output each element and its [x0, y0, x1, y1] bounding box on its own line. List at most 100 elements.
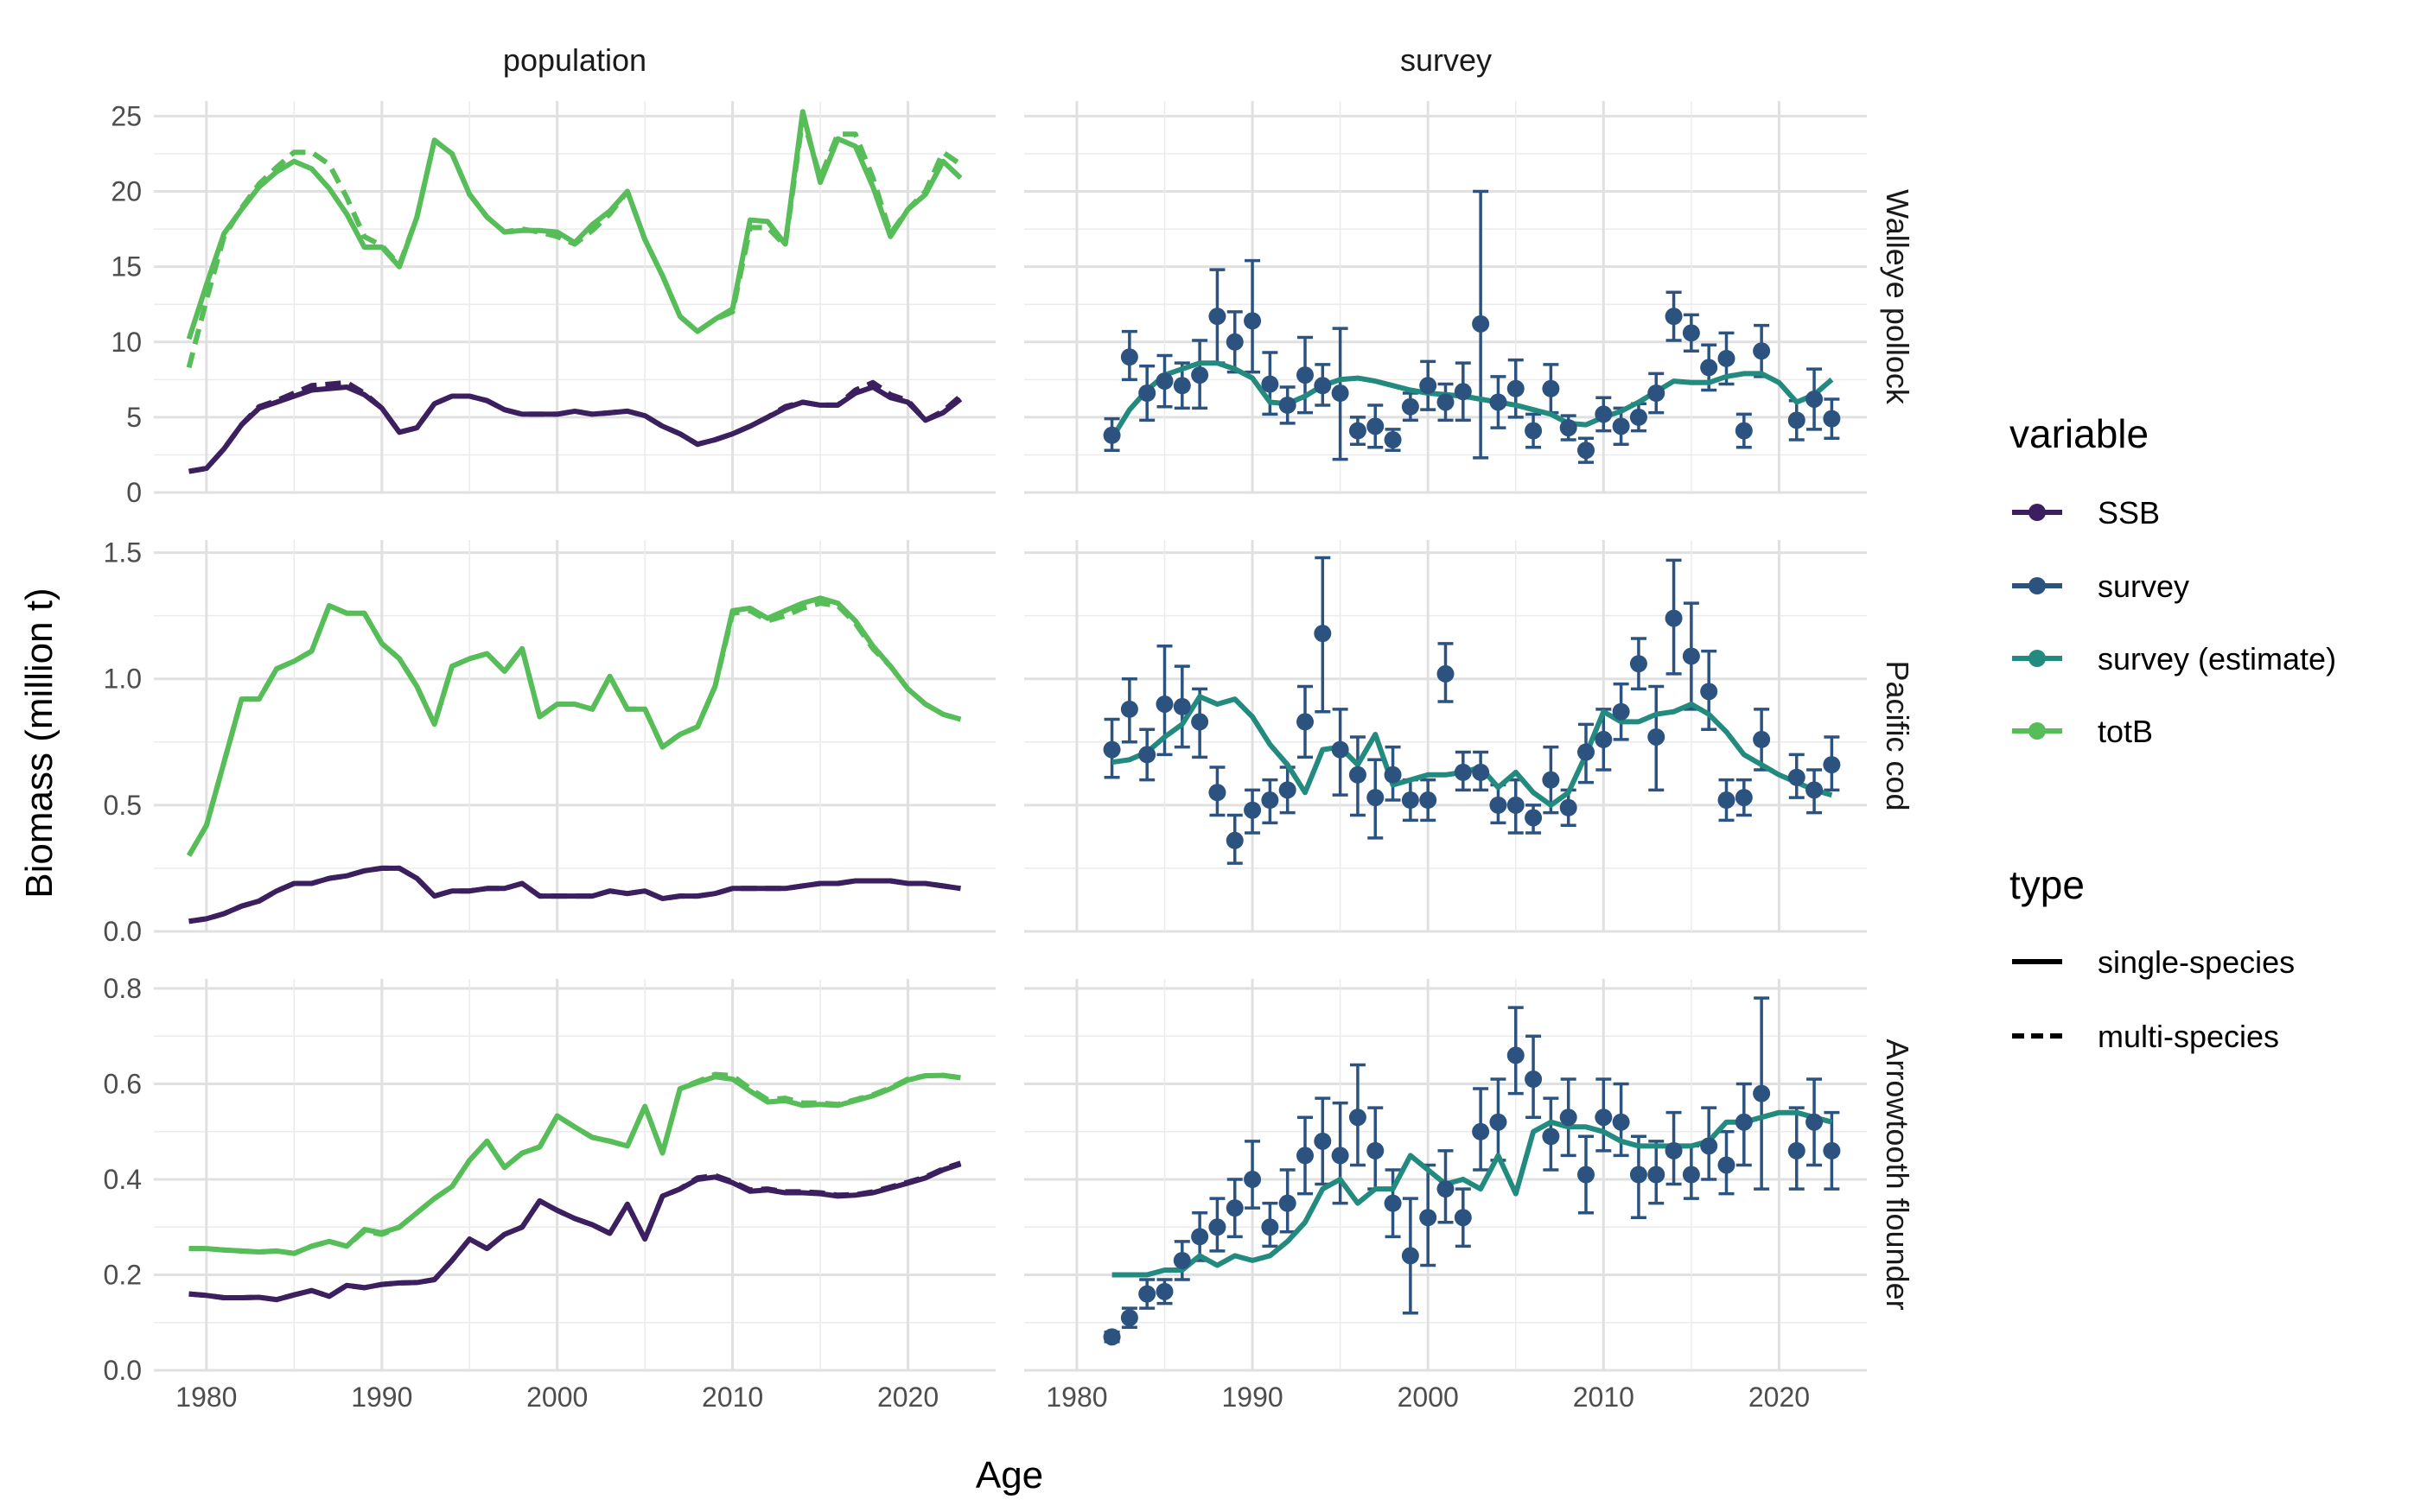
survey-point: [1401, 1247, 1419, 1265]
survey-point: [1244, 801, 1262, 819]
survey-point: [1682, 324, 1700, 342]
legend-item-single-species: single-species: [2012, 944, 2295, 980]
survey-point: [1506, 379, 1525, 397]
panel-walleye-pollock-population: 0 5 10 15 20 25: [111, 100, 996, 508]
survey-point: [1823, 756, 1841, 774]
survey-point: [1489, 393, 1507, 411]
survey-point: [1156, 1282, 1174, 1300]
legend: variable type SSB survey survey (estimate)…: [2009, 411, 2336, 1054]
survey-point: [1138, 746, 1156, 764]
survey-point: [1261, 375, 1279, 393]
survey-point: [1542, 1128, 1560, 1146]
grid: [1024, 540, 1867, 933]
y-tick-label: 0: [126, 477, 142, 508]
y-tick-label: 0.6: [104, 1069, 142, 1100]
survey-point: [1665, 308, 1683, 326]
legend-item-ssb: SSB: [2012, 495, 2160, 530]
y-tick-label: 1.5: [104, 537, 142, 569]
y-tick-label: 15: [111, 251, 142, 283]
panel-walleye-pollock-survey: [1024, 101, 1867, 494]
survey-point: [1665, 1141, 1683, 1159]
legend-item-totb: totB: [2012, 714, 2153, 749]
survey-point: [1753, 730, 1771, 748]
survey-point: [1805, 781, 1824, 799]
survey-point: [1612, 702, 1630, 721]
series-ssb-multi-species: [188, 1160, 962, 1303]
survey-point: [1787, 411, 1805, 429]
survey-point: [1419, 1209, 1437, 1227]
survey-point: [1559, 1109, 1577, 1127]
survey-point: [1577, 743, 1595, 761]
survey-point: [1629, 655, 1647, 673]
y-tick-label: 0.8: [104, 973, 142, 1004]
survey-point: [1331, 384, 1349, 403]
survey-point: [1717, 349, 1735, 367]
legend-label: survey (estimate): [2098, 641, 2336, 677]
legend-key-point: [2028, 577, 2046, 594]
survey-point: [1244, 312, 1262, 330]
labels-layer: population survey Age Biomass (million t…: [18, 42, 1492, 1496]
survey-point: [1208, 308, 1226, 326]
survey-point: [1489, 796, 1507, 814]
x-tick-label: 1990: [351, 1382, 412, 1413]
survey-point: [1156, 695, 1174, 713]
legend-item-multi-species: multi-species: [2012, 1019, 2279, 1054]
grid: [154, 540, 996, 933]
survey-point: [1612, 417, 1630, 435]
survey-point: [1156, 372, 1174, 391]
series-totb-single-species: [187, 595, 962, 857]
series-ssb-multi-species: [188, 379, 963, 474]
legend-title-type: type: [2009, 862, 2085, 907]
survey-point: [1753, 342, 1771, 360]
survey-point: [1384, 431, 1402, 449]
series-totb-multi-species: [187, 600, 962, 857]
survey-point: [1717, 791, 1735, 810]
survey-point: [1559, 419, 1577, 437]
panel-pacific-cod-population: 0.0 0.5 1.0 1.5: [104, 537, 996, 947]
survey-point: [1120, 700, 1138, 718]
survey-point: [1208, 1218, 1226, 1236]
survey-point: [1384, 1194, 1402, 1212]
survey-point: [1173, 1251, 1191, 1269]
y-tick-label: 0.0: [104, 1355, 142, 1386]
survey-point: [1559, 798, 1577, 816]
series-ssb-single-species: [188, 1161, 962, 1303]
survey-point: [1173, 697, 1191, 715]
survey-point: [1278, 396, 1296, 414]
survey-point: [1472, 314, 1490, 333]
survey-point: [1173, 377, 1191, 395]
survey-point: [1103, 426, 1121, 444]
survey-point: [1595, 1109, 1613, 1127]
legend-label: totB: [2098, 714, 2153, 749]
survey-point: [1208, 784, 1226, 802]
survey-point: [1595, 405, 1613, 423]
survey-point: [1226, 1199, 1244, 1217]
survey-point: [1436, 1180, 1455, 1198]
survey-point: [1525, 422, 1543, 440]
survey-point: [1314, 625, 1332, 643]
y-tick-label: 10: [111, 327, 142, 358]
panels-layer: 0 5 10 15 20 25 Walleye pollock 0.0 0.5 1.0 1.5 Pac…: [104, 100, 1915, 1413]
survey-point: [1717, 1156, 1735, 1174]
survey-point: [1261, 1218, 1279, 1236]
survey-point: [1753, 1084, 1771, 1102]
legend-label: survey: [2098, 569, 2189, 604]
y-axis-title: Biomass (million t): [18, 588, 60, 898]
survey-point: [1138, 1285, 1156, 1303]
strip-label-walleye-pollock: Walleye pollock: [1880, 189, 1915, 405]
y-tick-label: 5: [126, 402, 142, 433]
survey-point: [1472, 763, 1490, 781]
y-tick-label: 20: [111, 176, 142, 207]
survey-point: [1278, 781, 1296, 799]
series-ssb-single-species: [188, 865, 961, 924]
survey-point: [1735, 422, 1753, 440]
strip-label-pacific-cod: Pacific cod: [1880, 660, 1915, 810]
survey-point: [1823, 1141, 1841, 1159]
survey-point: [1348, 766, 1366, 784]
survey-point: [1191, 713, 1209, 731]
survey-point: [1191, 1228, 1209, 1246]
survey-point: [1647, 1166, 1665, 1184]
survey-point: [1401, 397, 1419, 416]
survey-point: [1787, 768, 1805, 786]
series-ssb-single-species: [188, 384, 963, 474]
